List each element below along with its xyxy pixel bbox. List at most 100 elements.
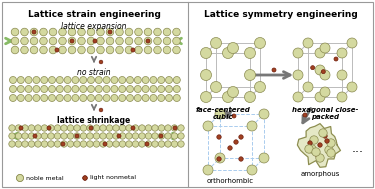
Circle shape (64, 85, 71, 92)
Circle shape (119, 125, 126, 131)
Circle shape (135, 37, 142, 45)
Circle shape (89, 126, 93, 130)
Circle shape (80, 77, 87, 84)
Circle shape (15, 125, 22, 131)
Circle shape (126, 125, 132, 131)
Circle shape (232, 114, 236, 118)
Text: noble metal: noble metal (26, 176, 64, 180)
Circle shape (310, 66, 315, 70)
Circle shape (22, 133, 28, 139)
Circle shape (323, 134, 327, 138)
Circle shape (144, 28, 152, 36)
Circle shape (158, 85, 165, 92)
Circle shape (41, 94, 48, 101)
Circle shape (9, 94, 16, 101)
Circle shape (61, 142, 65, 146)
Circle shape (80, 125, 87, 131)
Circle shape (61, 141, 67, 147)
Circle shape (165, 141, 171, 147)
Circle shape (22, 125, 28, 131)
Circle shape (74, 133, 80, 139)
Circle shape (315, 65, 325, 75)
Circle shape (15, 141, 22, 147)
Circle shape (173, 94, 180, 101)
Circle shape (21, 28, 28, 36)
Circle shape (165, 133, 171, 139)
Circle shape (244, 91, 255, 102)
Circle shape (203, 165, 213, 175)
Circle shape (126, 141, 132, 147)
Circle shape (56, 77, 63, 84)
Circle shape (158, 125, 165, 131)
Circle shape (55, 48, 59, 52)
Circle shape (64, 77, 71, 84)
Circle shape (83, 176, 87, 180)
Circle shape (150, 85, 157, 92)
Circle shape (152, 125, 158, 131)
Circle shape (21, 37, 28, 45)
Circle shape (9, 141, 15, 147)
Circle shape (56, 94, 63, 101)
Circle shape (48, 141, 54, 147)
Circle shape (327, 149, 335, 157)
Circle shape (61, 125, 67, 131)
Circle shape (119, 133, 126, 139)
Circle shape (318, 143, 322, 147)
Circle shape (32, 30, 36, 34)
Circle shape (16, 174, 24, 181)
Circle shape (255, 81, 266, 92)
Circle shape (142, 94, 149, 101)
Circle shape (154, 46, 161, 54)
Circle shape (119, 94, 126, 101)
Circle shape (113, 133, 119, 139)
Circle shape (97, 46, 104, 54)
Text: Lattice symmetry engineering: Lattice symmetry engineering (204, 10, 358, 19)
Circle shape (165, 125, 171, 131)
Circle shape (215, 109, 225, 119)
Circle shape (108, 30, 112, 34)
Circle shape (321, 70, 326, 74)
Circle shape (56, 85, 63, 92)
Circle shape (201, 91, 211, 102)
Text: ...: ... (352, 142, 364, 154)
Circle shape (144, 37, 152, 45)
Circle shape (228, 43, 238, 53)
Circle shape (80, 94, 87, 101)
Circle shape (41, 133, 48, 139)
Circle shape (222, 47, 234, 59)
Circle shape (132, 141, 139, 147)
Circle shape (11, 37, 19, 45)
Circle shape (320, 43, 330, 53)
Circle shape (293, 92, 303, 102)
Circle shape (99, 60, 103, 64)
Text: light nonmetal: light nonmetal (90, 176, 136, 180)
Circle shape (145, 142, 149, 146)
Circle shape (334, 57, 338, 61)
Circle shape (303, 113, 307, 117)
Circle shape (41, 141, 48, 147)
Circle shape (78, 46, 85, 54)
Text: amorphous: amorphous (300, 171, 340, 177)
Circle shape (59, 46, 66, 54)
Circle shape (87, 77, 94, 84)
Circle shape (106, 141, 113, 147)
Circle shape (113, 125, 119, 131)
Circle shape (201, 47, 211, 59)
Circle shape (87, 28, 95, 36)
Circle shape (163, 46, 171, 54)
Circle shape (100, 141, 106, 147)
Circle shape (134, 77, 141, 84)
Circle shape (28, 125, 35, 131)
Circle shape (131, 126, 135, 130)
Circle shape (103, 142, 107, 146)
Circle shape (113, 141, 119, 147)
Circle shape (134, 85, 141, 92)
Circle shape (95, 77, 102, 84)
Circle shape (319, 129, 327, 137)
Circle shape (315, 92, 325, 102)
Circle shape (40, 46, 47, 54)
Circle shape (125, 46, 133, 54)
Circle shape (171, 141, 178, 147)
Circle shape (316, 154, 324, 162)
Circle shape (163, 28, 171, 36)
